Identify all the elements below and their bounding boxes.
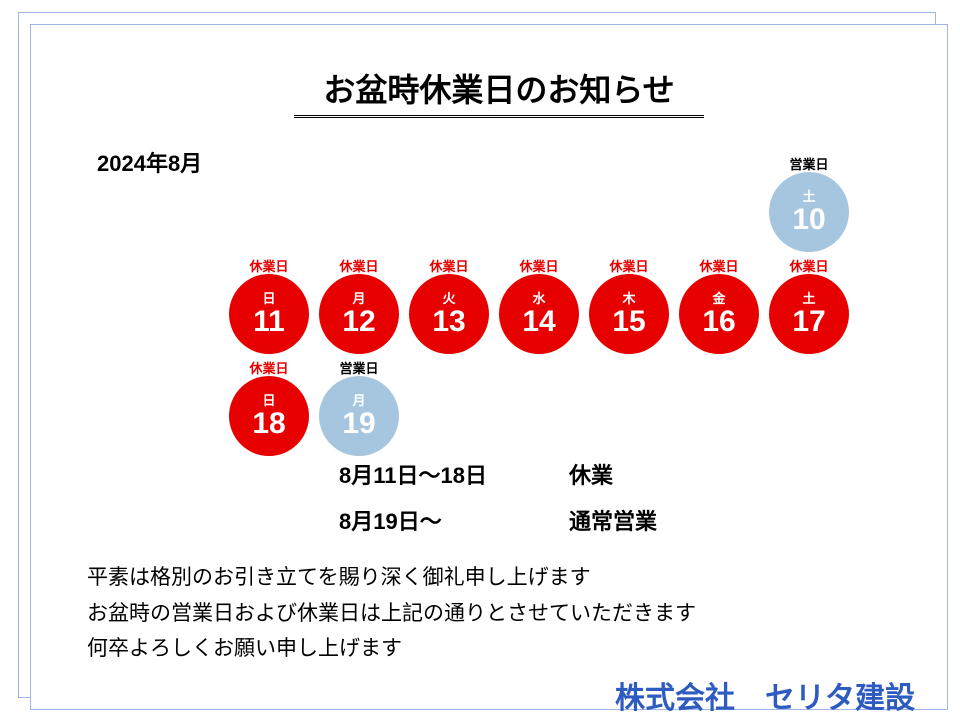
calendar: 営業日土10休業日日11休業日月12休業日火13休業日水14休業日木15休業日金… <box>79 158 919 468</box>
message-block: 平素は格別のお引き立てを賜り深く御礼申し上げます お盆時の営業日および休業日は上… <box>87 560 919 667</box>
calendar-day-17: 休業日土 17 <box>769 260 849 354</box>
day-of-week: 土 <box>802 190 815 203</box>
day-number: 15 <box>612 307 645 337</box>
day-number: 11 <box>253 307 285 337</box>
day-number: 14 <box>522 307 555 337</box>
day-circle: 木 15 <box>589 274 669 354</box>
day-circle: 月 19 <box>319 376 399 456</box>
day-of-week: 日 <box>262 292 275 305</box>
title-underline <box>294 115 704 118</box>
day-circle: 土 17 <box>769 274 849 354</box>
day-status-label: 休業日 <box>229 362 309 375</box>
day-circle: 日 18 <box>229 376 309 456</box>
day-of-week: 土 <box>802 292 815 305</box>
summary-block: 8月11日～18日 休業 8月19日～ 通常営業 <box>339 458 919 536</box>
content-area: お盆時休業日のお知らせ 2024年8月 営業日土10休業日日11休業日月12休業… <box>79 65 919 683</box>
day-status-label: 休業日 <box>589 260 669 273</box>
day-of-week: 月 <box>352 394 365 407</box>
day-status-label: 休業日 <box>319 260 399 273</box>
day-status-label: 営業日 <box>319 362 399 375</box>
day-number: 16 <box>702 307 735 337</box>
day-circle: 月 12 <box>319 274 399 354</box>
calendar-day-15: 休業日木 15 <box>589 260 669 354</box>
summary-label: 通常営業 <box>569 504 657 536</box>
message-line: お盆時の営業日および休業日は上記の通りとさせていただきます <box>87 596 919 632</box>
day-of-week: 日 <box>262 394 275 407</box>
message-line: 何卒よろしくお願い申し上げます <box>87 631 919 667</box>
calendar-day-11: 休業日日 11 <box>229 260 309 354</box>
day-number: 13 <box>432 307 465 337</box>
inner-frame: お盆時休業日のお知らせ 2024年8月 営業日土10休業日日11休業日月12休業… <box>30 24 948 710</box>
calendar-day-12: 休業日月 12 <box>319 260 399 354</box>
calendar-day-14: 休業日水 14 <box>499 260 579 354</box>
calendar-day-13: 休業日火 13 <box>409 260 489 354</box>
calendar-day-16: 休業日金 16 <box>679 260 759 354</box>
day-of-week: 金 <box>712 292 725 305</box>
day-number: 12 <box>342 307 375 337</box>
day-number: 17 <box>792 307 825 337</box>
page-title: お盆時休業日のお知らせ <box>79 65 919 111</box>
summary-range: 8月19日～ <box>339 504 569 536</box>
day-number: 10 <box>792 205 825 235</box>
calendar-day-19: 営業日月 19 <box>319 362 399 456</box>
day-circle: 日 11 <box>229 274 309 354</box>
day-of-week: 火 <box>442 292 455 305</box>
day-status-label: 休業日 <box>409 260 489 273</box>
day-of-week: 月 <box>352 292 365 305</box>
day-circle: 火 13 <box>409 274 489 354</box>
message-line: 平素は格別のお引き立てを賜り深く御礼申し上げます <box>87 560 919 596</box>
day-status-label: 休業日 <box>229 260 309 273</box>
day-status-label: 営業日 <box>769 158 849 171</box>
calendar-day-18: 休業日日 18 <box>229 362 309 456</box>
company-name: 株式会社 セリタ建設 <box>79 673 915 717</box>
day-circle: 金 16 <box>679 274 759 354</box>
day-circle: 水 14 <box>499 274 579 354</box>
calendar-day-10: 営業日土 10 <box>769 158 849 252</box>
day-number: 18 <box>252 409 285 439</box>
day-number: 19 <box>342 409 375 439</box>
day-status-label: 休業日 <box>769 260 849 273</box>
summary-row: 8月19日～ 通常営業 <box>339 504 919 536</box>
day-status-label: 休業日 <box>499 260 579 273</box>
day-of-week: 水 <box>532 292 545 305</box>
day-status-label: 休業日 <box>679 260 759 273</box>
day-of-week: 木 <box>622 292 635 305</box>
day-circle: 土 10 <box>769 172 849 252</box>
